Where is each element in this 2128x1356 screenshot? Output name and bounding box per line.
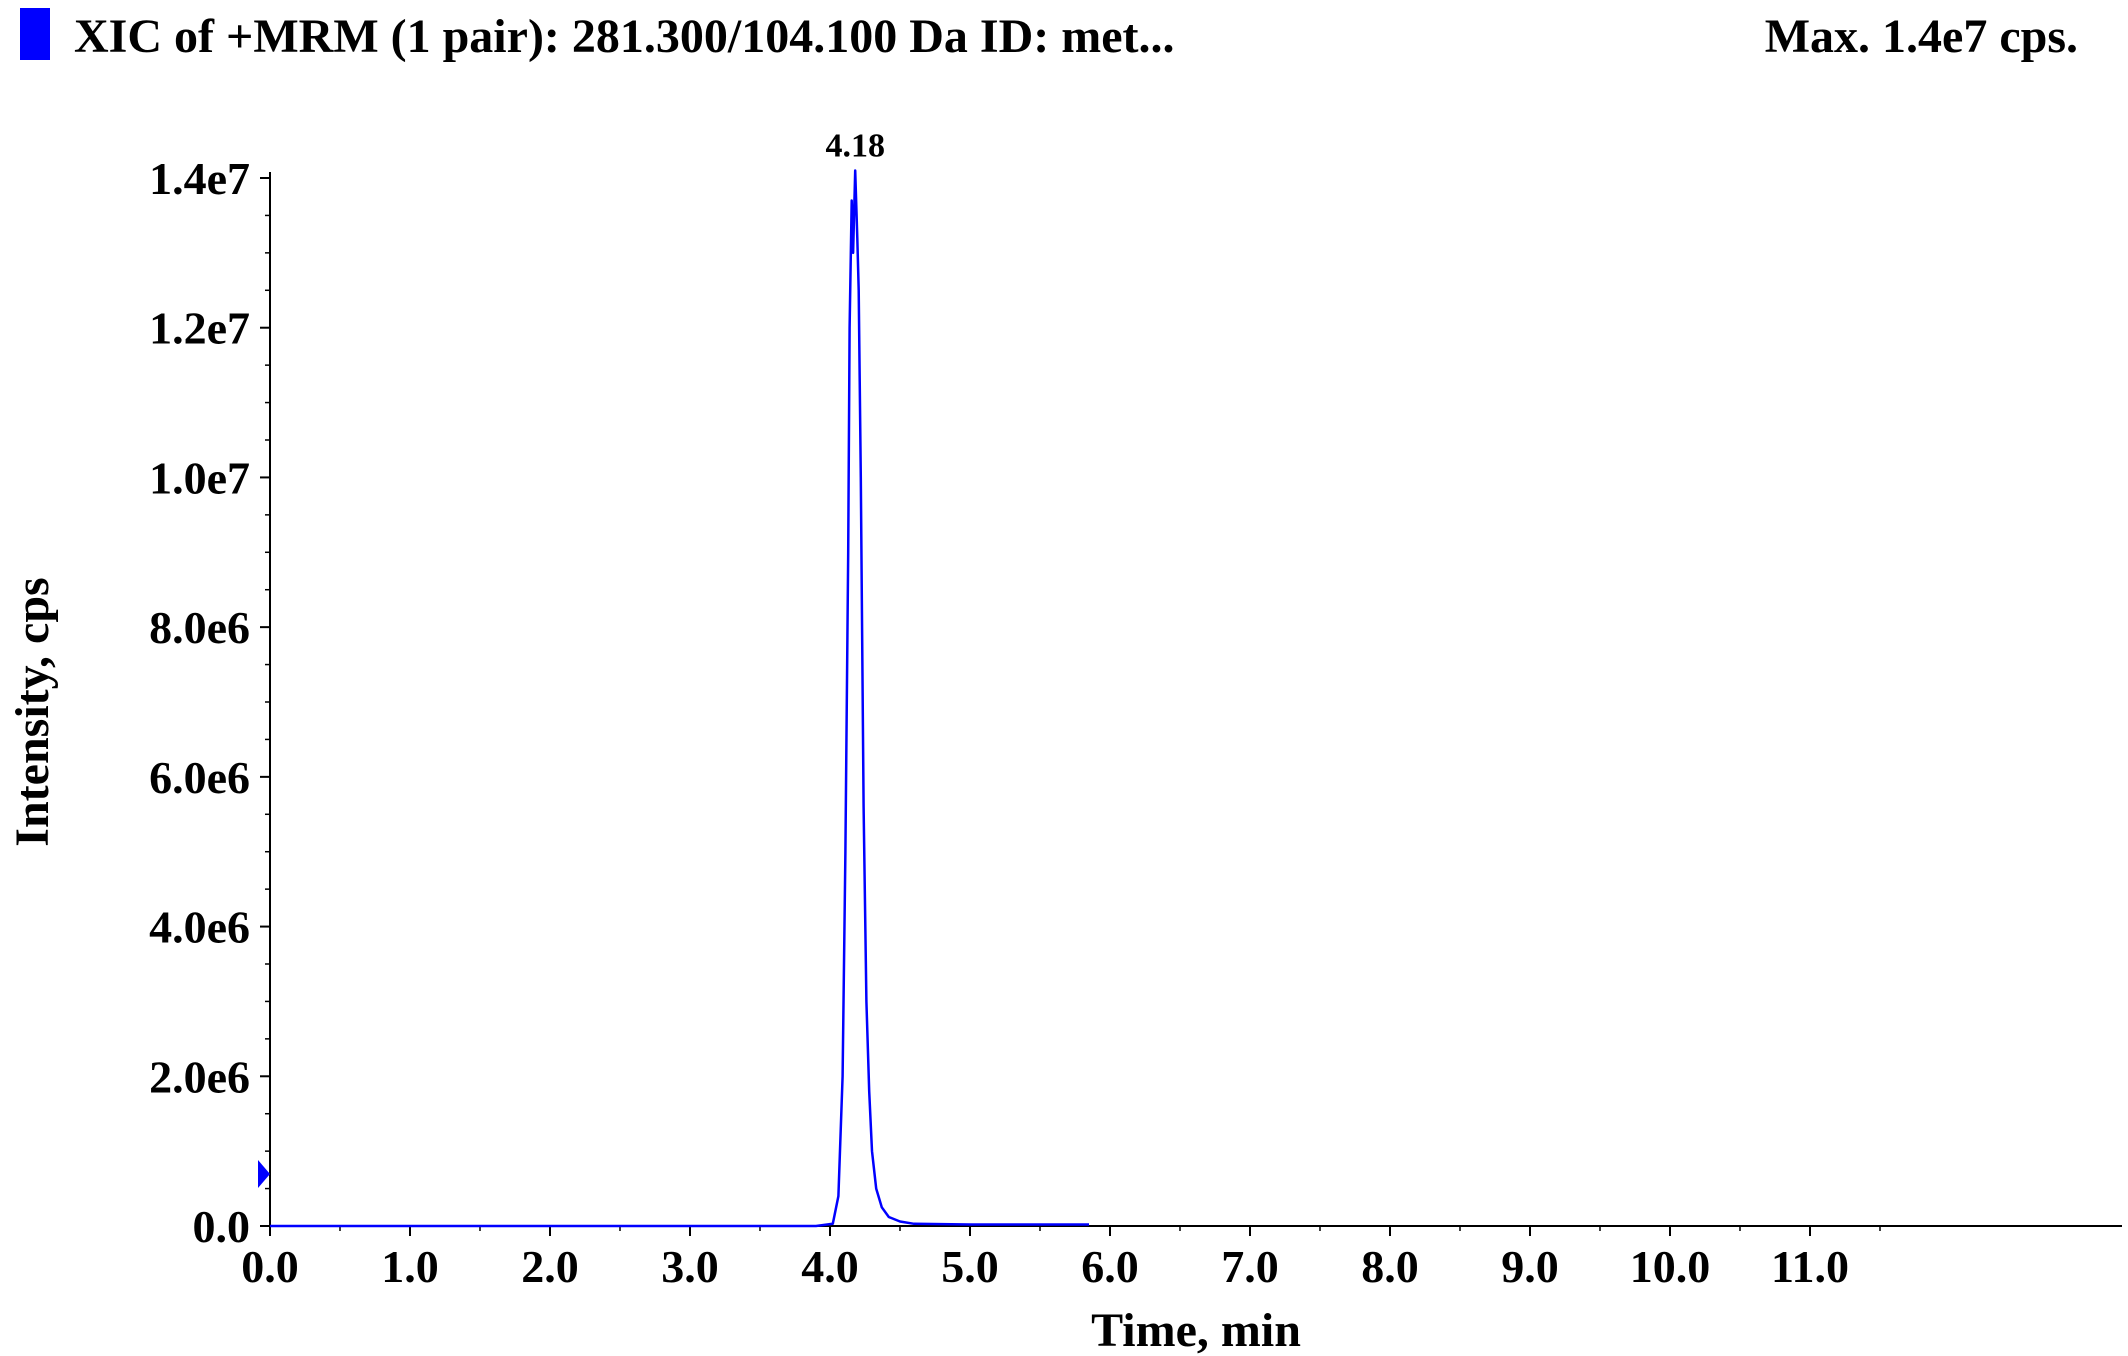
y-tick-label: 1.4e7 [149,153,250,204]
y-axis-title: Intensity, cps [6,577,59,846]
x-axis-ticks: 0.0 1.0 2.0 3.0 4.0 5.0 6.0 7.0 8.0 9.0 10.0 11.0 [241,1226,1881,1292]
x-tick-label: 11.0 [1771,1241,1849,1292]
x-tick-label: 2.0 [521,1241,579,1292]
axes: 0.0 2.0e6 4.0e6 6.0e6 8.0e6 1.0e7 1.2e7 1.4e7 0… [149,153,2122,1292]
y-tick-label: 4.0e6 [149,902,250,953]
y-tick-label: 6.0e6 [149,752,250,803]
x-tick-label: 8.0 [1361,1241,1419,1292]
peak-label: 4.18 [825,128,885,165]
chart-header: XIC of +MRM (1 pair): 281.300/104.100 Da… [20,8,2078,63]
x-tick-label: 0.0 [241,1241,299,1292]
x-tick-label: 1.0 [381,1241,439,1292]
annotation-layer: 4.18 [825,128,885,165]
max-intensity-label: Max. 1.4e7 cps. [1765,10,2078,63]
series-layer [270,169,1089,1228]
threshold-marker-icon[interactable] [258,1160,270,1188]
x-tick-label: 3.0 [661,1241,719,1292]
y-tick-label: 0.0 [193,1201,251,1252]
y-tick-label: 1.2e7 [149,303,250,354]
x-tick-label: 5.0 [941,1241,999,1292]
x-tick-label: 9.0 [1501,1241,1559,1292]
y-axis-ticks: 0.0 2.0e6 4.0e6 6.0e6 8.0e6 1.0e7 1.2e7 1.4e7 [149,153,270,1252]
y-tick-label: 8.0e6 [149,602,250,653]
x-tick-label: 10.0 [1630,1241,1711,1292]
legend-swatch [20,8,50,60]
x-axis-title: Time, min [1091,1304,1301,1356]
x-tick-label: 7.0 [1221,1241,1279,1292]
x-tick-label: 6.0 [1081,1241,1139,1292]
series-line-0 [270,169,1089,1228]
y-tick-label: 2.0e6 [149,1051,250,1102]
chart-title: XIC of +MRM (1 pair): 281.300/104.100 Da… [74,10,1175,63]
x-tick-label: 4.0 [801,1241,859,1292]
y-tick-label: 1.0e7 [149,452,250,503]
